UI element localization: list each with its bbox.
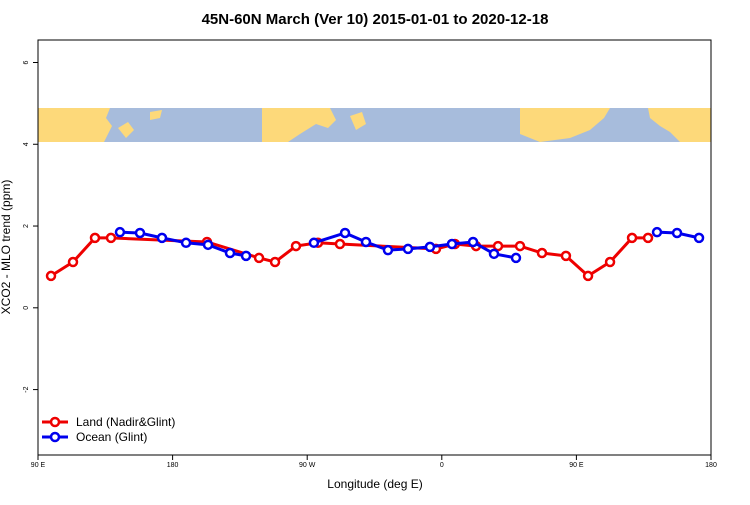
point xyxy=(510,252,522,264)
point xyxy=(424,241,436,253)
point xyxy=(308,237,320,249)
point xyxy=(626,232,638,244)
point xyxy=(202,239,214,251)
point xyxy=(582,270,594,282)
point xyxy=(134,227,146,239)
point xyxy=(402,243,414,255)
x-tick-label: 180 xyxy=(167,462,179,469)
y-tick-label: 4 xyxy=(23,142,30,146)
legend: Land (Nadir&Glint)Ocean (Glint) xyxy=(42,415,175,444)
y-tick-label: 2 xyxy=(23,224,30,228)
map-strip xyxy=(38,108,711,142)
point xyxy=(105,232,117,244)
point xyxy=(446,238,458,250)
y-tick-label: -2 xyxy=(23,386,30,392)
x-tick-label: 0 xyxy=(440,462,444,469)
point xyxy=(89,232,101,244)
point xyxy=(467,236,479,248)
point xyxy=(514,240,526,252)
chart-title: 45N-60N March (Ver 10) 2015-01-01 to 202… xyxy=(202,11,549,28)
point xyxy=(45,270,57,282)
legend-label: Land (Nadir&Glint) xyxy=(76,415,175,429)
point xyxy=(488,248,500,260)
point xyxy=(253,252,265,264)
point xyxy=(290,240,302,252)
point xyxy=(492,240,504,252)
point xyxy=(604,256,616,268)
x-axis-label: Longitude (deg E) xyxy=(327,477,422,491)
point xyxy=(240,250,252,262)
point xyxy=(382,244,394,256)
point xyxy=(339,227,351,239)
x-tick-label: 90 E xyxy=(569,462,584,469)
point xyxy=(651,226,663,238)
series-line xyxy=(50,236,649,278)
legend-marker xyxy=(49,431,61,443)
x-tick-label: 90 E xyxy=(31,462,46,469)
point xyxy=(560,250,572,262)
x-tick-label: 180 xyxy=(705,462,717,469)
point xyxy=(114,226,126,238)
point xyxy=(360,236,372,248)
legend-label: Ocean (Glint) xyxy=(76,430,147,444)
x-tick-label: 90 W xyxy=(299,462,316,469)
point xyxy=(156,232,168,244)
y-tick-label: 0 xyxy=(23,306,30,310)
point xyxy=(67,256,79,268)
point xyxy=(224,247,236,259)
legend-marker xyxy=(49,416,61,428)
point xyxy=(671,227,683,239)
point xyxy=(536,247,548,259)
point xyxy=(269,256,281,268)
point xyxy=(642,232,654,244)
y-tick-label: 6 xyxy=(23,60,30,64)
plot-frame xyxy=(37,39,712,456)
point xyxy=(693,232,705,244)
point xyxy=(180,237,192,249)
point xyxy=(334,238,346,250)
y-axis-label: XCO2 - MLO trend (ppm) xyxy=(0,180,13,315)
